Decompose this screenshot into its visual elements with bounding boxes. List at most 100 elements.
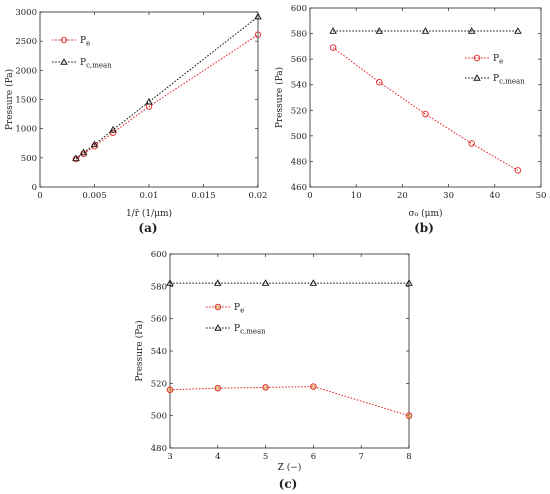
x-tick-label: 30	[443, 191, 454, 201]
legend-marker-circle	[214, 303, 222, 311]
series-line-0	[332, 47, 519, 171]
y-tick-label: 580	[291, 30, 307, 40]
panel-caption: (a)	[138, 221, 157, 235]
y-tick-label: 520	[291, 106, 307, 116]
x-tick-label: 10	[351, 191, 362, 201]
legend-label-name: P	[80, 58, 86, 68]
data-point-triangle	[166, 279, 174, 286]
data-point-triangle	[145, 97, 153, 105]
y-tick-label: 600	[291, 4, 307, 14]
legend-label-name: P	[493, 74, 499, 84]
data-point-circle	[514, 167, 522, 174]
legend-label-subscript: c,mean	[499, 78, 525, 86]
data-point-circle	[109, 129, 117, 136]
legend-label-name: P	[234, 303, 240, 313]
legend-marker-triangle	[473, 74, 481, 81]
data-point-circle	[422, 110, 429, 118]
y-axis-label: Pressure (Pa)	[274, 67, 285, 128]
x-tick-label: 0.005	[82, 191, 106, 201]
series-line-1	[75, 16, 259, 159]
data-point-circle	[310, 383, 317, 390]
data-point-circle	[262, 384, 269, 391]
data-point-triangle	[254, 12, 262, 20]
y-tick-label: 480	[291, 157, 307, 167]
data-point-triangle	[109, 125, 117, 133]
legend-label-name: P	[80, 36, 86, 46]
x-tick-label: 40	[489, 191, 500, 201]
y-tick-label: 580	[151, 282, 167, 292]
y-tick-label: 2500	[15, 37, 37, 47]
y-tick-label: 3000	[15, 8, 37, 18]
plot-frame	[169, 253, 410, 449]
legend-label-name: P	[493, 54, 499, 64]
x-tick-label: 4	[215, 452, 220, 462]
panel-a: 0 0.005 0.01 0.015 0.02 0 500 1000 1500 2000 2500 3…	[4, 8, 267, 235]
data-point-triangle	[405, 279, 413, 286]
y-tick-label: 500	[151, 412, 167, 422]
data-point-circle	[376, 78, 383, 86]
data-point-triangle	[421, 27, 430, 34]
data-point-triangle	[514, 27, 522, 34]
legend-label-0: Pe	[493, 54, 503, 66]
data-point-circle	[468, 140, 475, 147]
data-point-triangle	[72, 154, 80, 162]
panel-caption: (c)	[279, 477, 298, 491]
y-tick-label: 520	[151, 379, 167, 389]
legend-label-1: Pc,mean	[80, 58, 112, 70]
y-tick-label: 2000	[15, 66, 37, 76]
legend-marker-circle	[60, 36, 68, 44]
x-tick-label: 8	[406, 452, 411, 462]
x-tick-label: 5	[263, 452, 268, 462]
series-line-0	[169, 386, 410, 417]
x-axis-label: σ₀ (μm)	[408, 208, 442, 219]
y-tick-label: 0	[32, 183, 37, 193]
y-axis-label: Pressure (Pa)	[4, 69, 15, 130]
legend-marker-circle	[473, 54, 481, 62]
x-tick-label: 0.02	[249, 191, 268, 201]
data-point-triangle	[309, 279, 318, 286]
legend-label-subscript: e	[240, 307, 244, 315]
data-point-circle	[166, 386, 174, 394]
data-point-circle	[254, 31, 262, 39]
x-tick-label: 6	[311, 452, 316, 462]
data-point-triangle	[467, 27, 476, 34]
legend-label-0: Pe	[80, 36, 90, 48]
data-point-circle	[214, 384, 222, 392]
panel-c: 3 4 5 6 7 8 480 500 520 540 560 580 600 Z (−) Pressure…	[134, 250, 413, 491]
y-tick-label: 1500	[15, 96, 37, 106]
legend-label-1: Pc,mean	[493, 74, 525, 86]
panel-b: 0 10 20 30 40 50 460 480 500 520 540 560 580 600 σ₀ (μ…	[274, 4, 546, 235]
data-point-triangle	[375, 27, 384, 34]
data-point-circle	[329, 44, 337, 51]
data-point-triangle	[261, 279, 270, 286]
y-tick-label: 600	[151, 250, 167, 260]
x-tick-label: 7	[358, 452, 363, 462]
x-tick-label: 50	[536, 191, 547, 201]
y-tick-label: 560	[291, 55, 307, 65]
legend-label-name: P	[234, 324, 240, 334]
x-tick-label: 0.01	[140, 191, 159, 201]
legend-label-subscript: c,mean	[86, 62, 112, 70]
y-tick-label: 480	[151, 444, 167, 454]
legend-label-subscript: e	[499, 58, 503, 66]
legend-label-subscript: e	[86, 40, 90, 48]
legend-marker-triangle	[60, 58, 68, 65]
data-point-triangle	[90, 140, 99, 148]
x-axis-label: 1/r̄ (1/μm)	[126, 208, 172, 219]
x-tick-label: 0	[37, 191, 42, 201]
x-tick-label: 0.015	[191, 191, 215, 201]
y-tick-label: 560	[151, 315, 167, 325]
y-tick-label: 540	[291, 81, 307, 91]
data-point-triangle	[214, 279, 222, 286]
y-tick-label: 460	[291, 183, 307, 193]
panel-caption: (b)	[414, 221, 434, 235]
legend-label-1: Pc,mean	[234, 324, 266, 336]
legend-marker-triangle	[214, 324, 222, 331]
data-point-triangle	[79, 148, 88, 156]
legend-label-0: Pe	[234, 303, 244, 315]
x-tick-label: 3	[167, 452, 172, 462]
x-tick-label: 20	[397, 191, 408, 201]
y-tick-label: 500	[291, 132, 307, 142]
x-tick-label: 0	[307, 191, 312, 201]
